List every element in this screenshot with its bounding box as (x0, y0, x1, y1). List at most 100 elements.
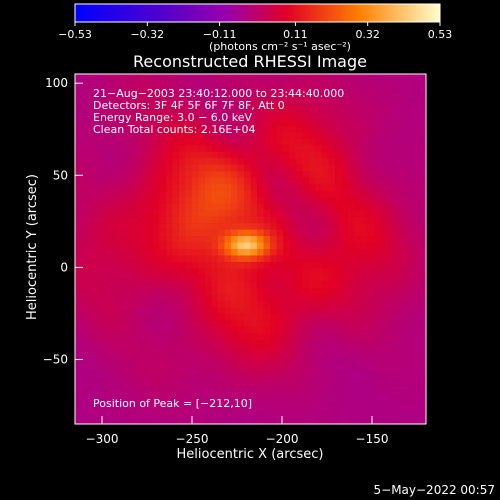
heatmap-cell (354, 313, 362, 321)
heatmap-cell (94, 249, 102, 256)
heatmap-cell (354, 333, 362, 341)
heatmap-cell (361, 158, 368, 166)
heatmap-cell (146, 274, 154, 282)
heatmap-cell (166, 86, 173, 94)
heatmap-cell (257, 365, 264, 373)
heatmap-cell (302, 287, 310, 295)
heatmap-cell (237, 320, 245, 328)
heatmap-cell (101, 177, 108, 185)
heatmap-cell (289, 177, 297, 185)
heatmap-cell (270, 216, 277, 224)
heatmap-cell (367, 197, 375, 204)
heatmap-cell (185, 359, 193, 367)
heatmap-cell (88, 93, 95, 101)
heatmap-cell (250, 164, 258, 172)
heatmap-cell (159, 236, 167, 243)
heatmap-cell (374, 411, 381, 418)
heatmap-cell (413, 132, 420, 140)
heatmap-cell (140, 391, 147, 399)
heatmap-cell (322, 294, 329, 302)
heatmap-cell (380, 359, 388, 367)
heatmap-cell (354, 261, 362, 269)
heatmap-cell (127, 197, 134, 204)
heatmap-cell (88, 203, 95, 211)
heatmap-cell (374, 74, 381, 81)
heatmap-cell (133, 106, 141, 114)
heatmap-cell (322, 352, 329, 360)
heatmap-cell (309, 190, 316, 198)
heatmap-cell (166, 391, 173, 399)
heatmap-cell (361, 210, 368, 217)
heatmap-cell (406, 255, 414, 263)
heatmap-cell (244, 339, 251, 347)
heatmap-cell (172, 86, 180, 94)
heatmap-cell (387, 145, 394, 153)
heatmap-cell (159, 80, 167, 88)
heatmap-cell (107, 274, 115, 282)
heatmap-cell (94, 106, 102, 114)
heatmap-cell (88, 365, 95, 373)
heatmap-cell (387, 210, 394, 217)
heatmap-cell (205, 274, 212, 282)
heatmap-cell (413, 365, 420, 373)
heatmap-cell (315, 320, 323, 328)
heatmap-cell (224, 99, 232, 107)
heatmap-cell (387, 294, 394, 302)
heatmap-cell (270, 294, 277, 302)
heatmap-cell (263, 145, 271, 153)
heatmap-cell (198, 242, 206, 250)
heatmap-cell (133, 385, 141, 392)
heatmap-cell (335, 177, 342, 185)
heatmap-cell (289, 99, 297, 107)
heatmap-cell (192, 190, 199, 198)
heatmap-cell (88, 216, 95, 224)
heatmap-cell (380, 281, 388, 289)
heatmap-cell (263, 417, 271, 424)
heatmap-cell (348, 417, 355, 424)
heatmap-cell (374, 378, 381, 386)
heatmap-cell (380, 300, 388, 308)
heatmap-cell (127, 216, 134, 224)
heatmap-cell (218, 138, 225, 146)
heatmap-cell (289, 242, 297, 250)
heatmap-cell (374, 326, 381, 334)
heatmap-cell (283, 378, 290, 386)
heatmap-cell (94, 352, 102, 360)
heatmap-cell (166, 385, 173, 392)
heatmap-cell (296, 261, 303, 269)
heatmap-cell (302, 294, 310, 302)
heatmap-cell (406, 339, 414, 347)
heatmap-cell (393, 177, 401, 185)
heatmap-cell (289, 378, 297, 386)
heatmap-cell (172, 106, 180, 114)
heatmap-cell (75, 171, 82, 179)
heatmap-cell (244, 171, 251, 179)
heatmap-cell (387, 391, 394, 399)
heatmap-cell (328, 346, 336, 354)
heatmap-cell (88, 151, 95, 159)
heatmap-cell (406, 313, 414, 321)
heatmap-cell (224, 326, 232, 334)
heatmap-cell (322, 300, 329, 308)
heatmap-cell (94, 80, 102, 88)
heatmap-cell (348, 300, 355, 308)
heatmap-cell (361, 261, 368, 269)
heatmap-cell (296, 359, 303, 367)
heatmap-cell (101, 93, 108, 101)
heatmap-cell (276, 385, 284, 392)
heatmap-cell (94, 346, 102, 354)
heatmap-cell (361, 151, 368, 159)
heatmap-cell (237, 346, 245, 354)
heatmap-cell (283, 255, 290, 263)
heatmap-cell (107, 99, 115, 107)
heatmap-cell (270, 287, 277, 295)
heatmap-cell (237, 326, 245, 334)
heatmap-cell (101, 339, 108, 347)
heatmap-cell (322, 339, 329, 347)
heatmap-cell (159, 261, 167, 269)
heatmap-cell (348, 184, 355, 192)
heatmap-cell (224, 274, 232, 282)
heatmap-cell (101, 398, 108, 405)
heatmap-cell (153, 132, 160, 140)
heatmap-cell (335, 138, 342, 146)
